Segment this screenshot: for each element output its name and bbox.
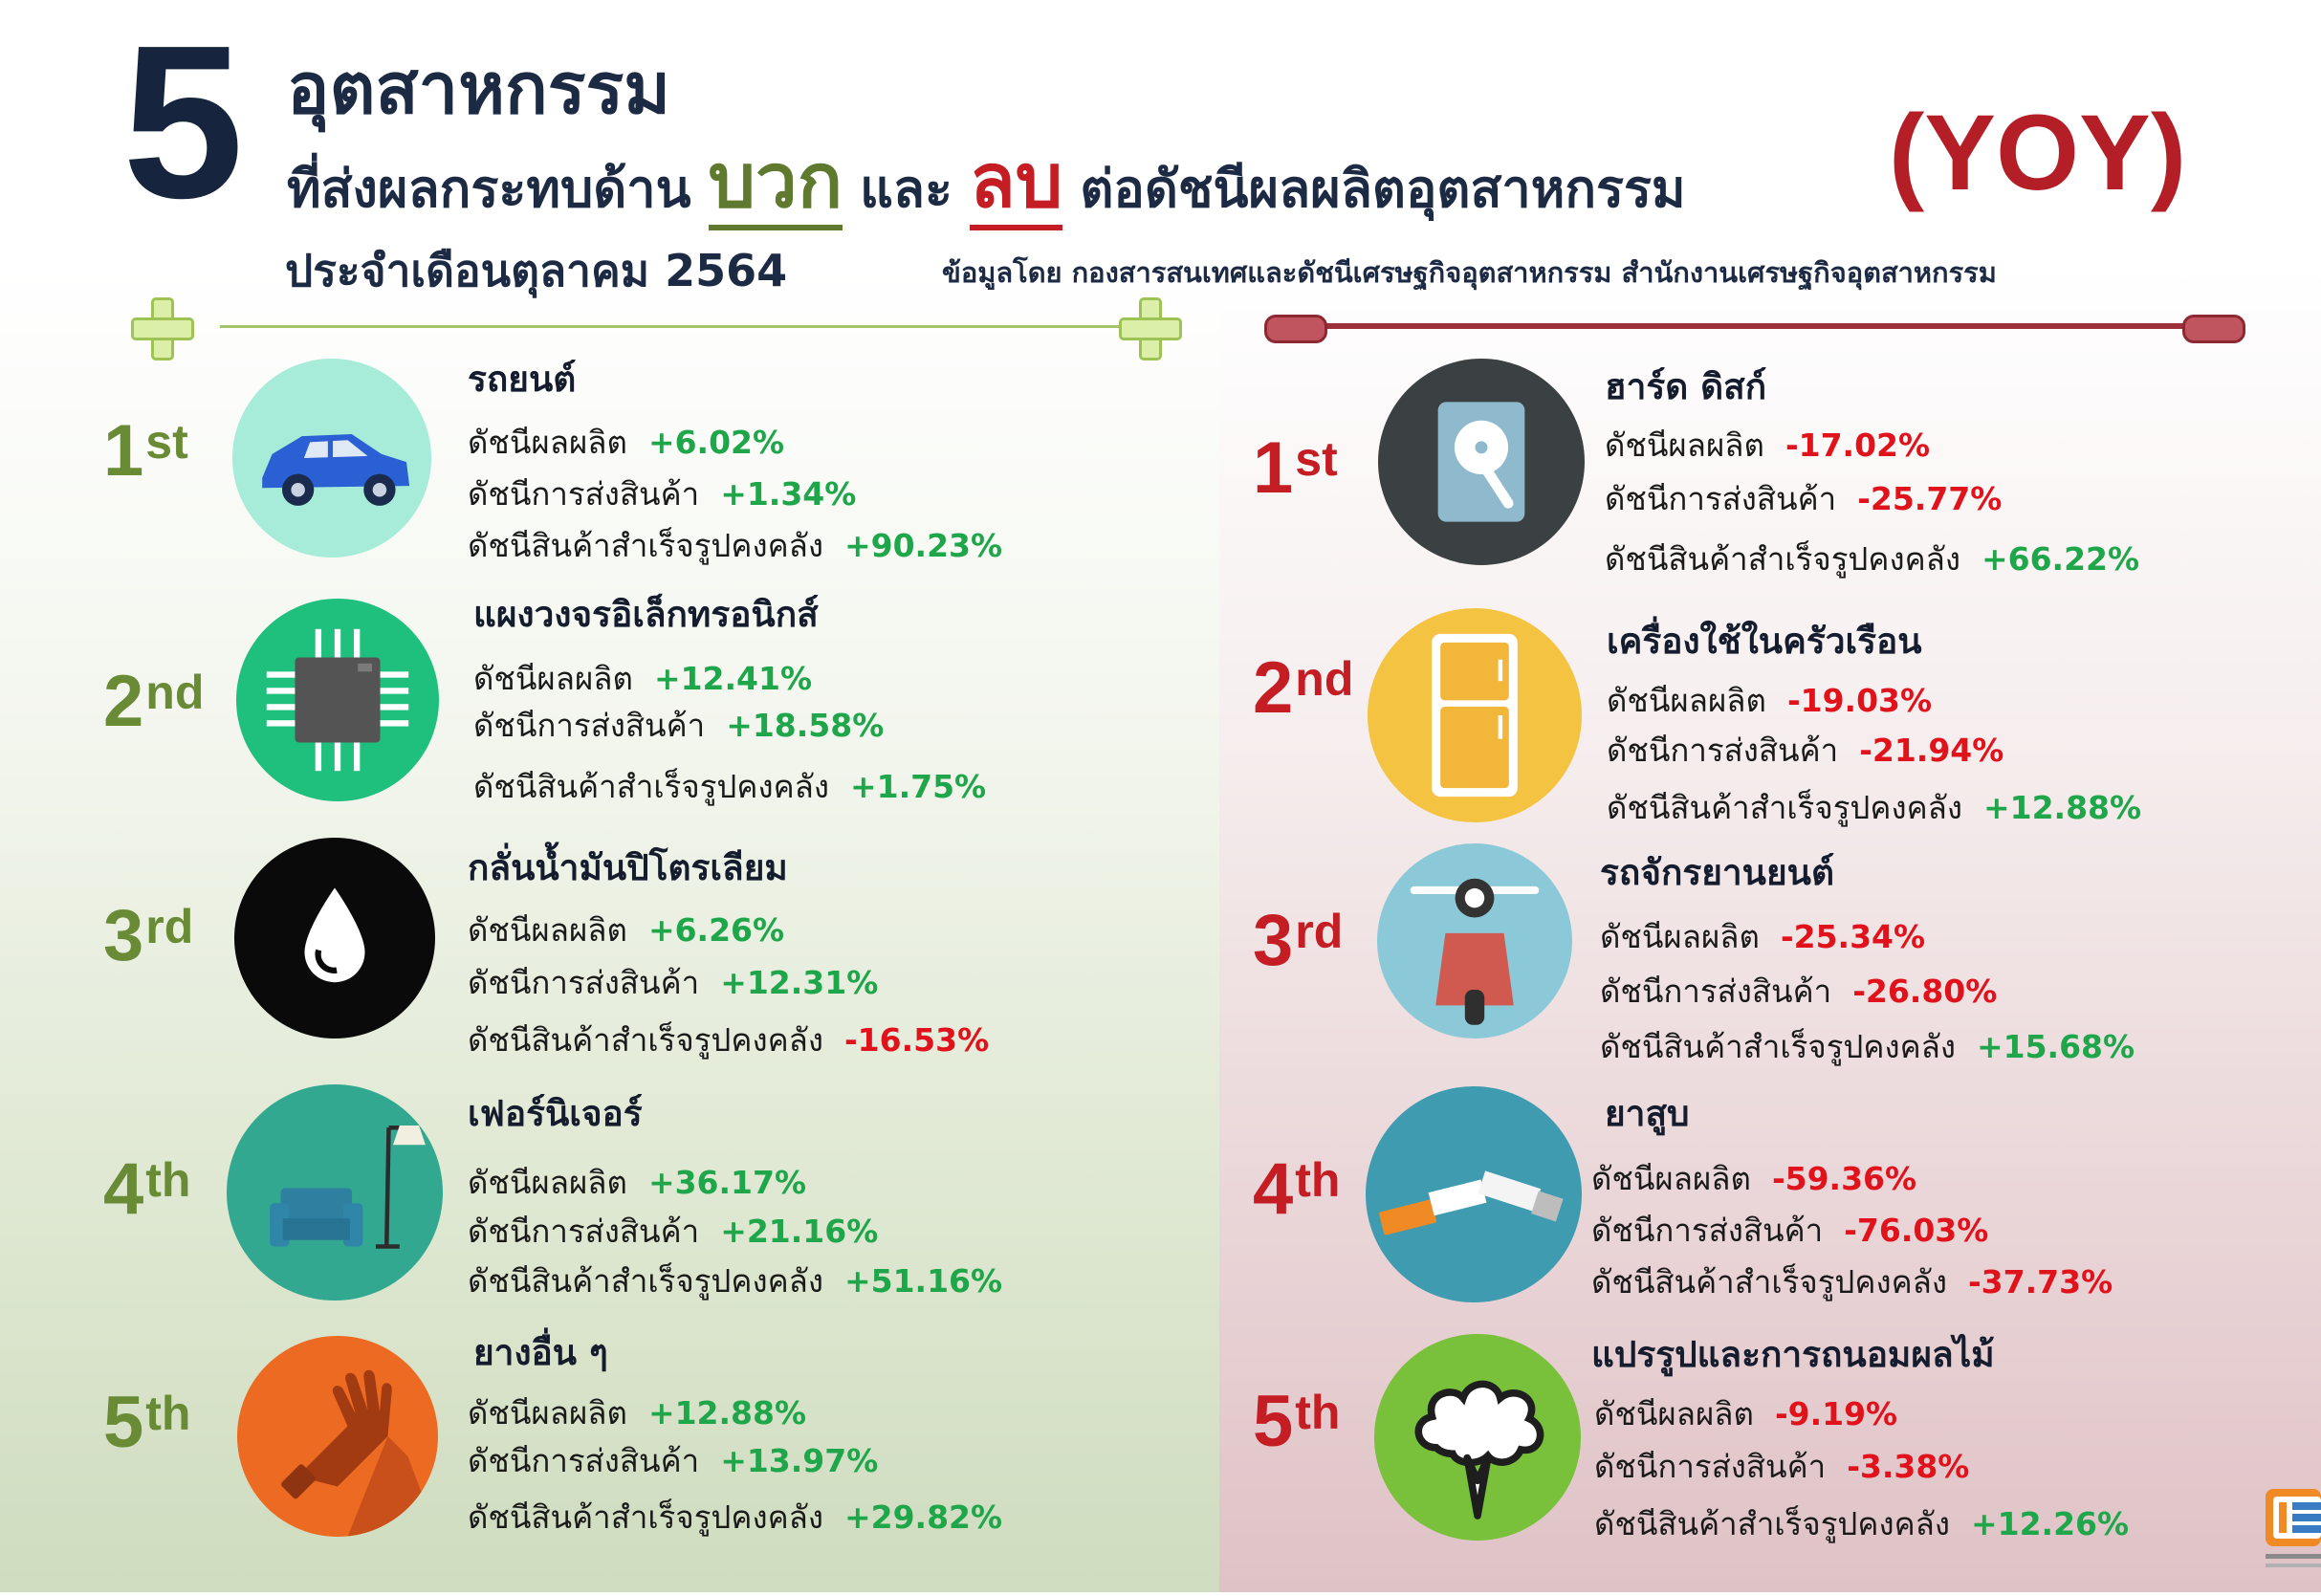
production-line: ดัชนีผลผลิต -25.34%	[1600, 918, 1926, 955]
title-line-2-pre: ที่ส่งผลกระทบด้าน	[287, 159, 691, 219]
hard-disk-icon	[1378, 359, 1585, 565]
industry-name: เครื่องใช้ในครัวเรือน	[1607, 621, 1922, 662]
rank-label: 3rd	[103, 895, 194, 976]
production-line: ดัชนีผลผลิต +6.26%	[468, 911, 785, 949]
rank-label: 2nd	[103, 661, 205, 742]
industry-name: ฮาร์ด ดิสก์	[1605, 366, 1767, 407]
inventory-line: ดัชนีสินค้าสำเร็จรูปคงคลัง +1.75%	[473, 768, 987, 805]
cigarette-icon	[1366, 1086, 1582, 1302]
car-icon	[232, 359, 431, 558]
industry-name: แปรรูปและการถนอมผลไม้	[1591, 1334, 1995, 1375]
plus-icon	[131, 297, 194, 361]
rank-label: 1st	[1253, 427, 1338, 509]
production-line: ดัชนีผลผลิต -9.19%	[1594, 1395, 1898, 1432]
tree-icon	[1374, 1334, 1581, 1541]
industry-name: แผงวงจรอิเล็กทรอนิกส์	[473, 594, 819, 635]
armchair-lamp-icon	[227, 1084, 443, 1301]
negative-divider	[1267, 323, 2238, 329]
title-line-2-post: ต่อดัชนีผลผลิตอุตสาหกรรม	[1080, 159, 1686, 219]
shipment-line: ดัชนีการส่งสินค้า +21.16%	[468, 1213, 879, 1250]
production-line: ดัชนีผลผลิต +36.17%	[468, 1164, 807, 1201]
shipment-line: ดัชนีการส่งสินค้า -26.80%	[1600, 973, 1998, 1010]
shipment-line: ดัชนีการส่งสินค้า +1.34%	[468, 475, 857, 513]
and-word: และ	[860, 159, 952, 219]
rank-label: 1st	[103, 410, 188, 492]
industry-name: ยางอื่น ๆ	[473, 1332, 608, 1373]
scooter-icon	[1377, 843, 1572, 1038]
big-number-five: 5	[122, 1, 244, 244]
inventory-line: ดัชนีสินค้าสำเร็จรูปคงคลัง -37.73%	[1591, 1263, 2113, 1301]
rank-label: 3rd	[1253, 900, 1344, 981]
production-line: ดัชนีผลผลิต -59.36%	[1591, 1160, 1917, 1197]
rank-label: 5th	[103, 1382, 191, 1463]
shipment-line: ดัชนีการส่งสินค้า -76.03%	[1591, 1212, 1989, 1249]
positive-divider	[220, 325, 1124, 328]
shipment-line: ดัชนีการส่งสินค้า -21.94%	[1607, 732, 2004, 769]
production-line: ดัชนีผลผลิต +12.41%	[473, 660, 813, 697]
industry-name: รถจักรยานยนต์	[1600, 852, 1834, 893]
title-line-1: อุตสาหกรรม	[287, 48, 671, 130]
shipment-line: ดัชนีการส่งสินค้า -25.77%	[1605, 480, 2003, 517]
positive-word: บวก	[708, 139, 843, 230]
source-note: ข้อมูลโดย กองสารสนเทศและดัชนีเศรษฐกิจอุต…	[942, 256, 1997, 289]
positive-panel-background	[0, 268, 1219, 1592]
production-line: ดัชนีผลผลิต -17.02%	[1605, 426, 1931, 464]
rank-label: 4th	[1253, 1148, 1341, 1230]
industry-name: รถยนต์	[468, 359, 577, 400]
rank-label: 5th	[1253, 1381, 1341, 1462]
chip-icon	[236, 599, 439, 801]
capsule-icon	[2182, 315, 2245, 343]
industry-name: เฟอร์นิเจอร์	[468, 1093, 643, 1134]
inventory-line: ดัชนีสินค้าสำเร็จรูปคงคลัง +66.22%	[1605, 540, 2140, 578]
capsule-icon	[1264, 315, 1327, 343]
shipment-line: ดัชนีการส่งสินค้า +18.58%	[473, 707, 885, 744]
rank-label: 2nd	[1253, 647, 1354, 729]
plus-icon	[1119, 297, 1182, 361]
refrigerator-icon	[1368, 608, 1582, 822]
oil-drop-icon	[234, 838, 435, 1038]
rank-label: 4th	[103, 1148, 191, 1230]
inventory-line: ดัชนีสินค้าสำเร็จรูปคงคลัง +90.23%	[468, 527, 1003, 564]
inventory-line: ดัชนีสินค้าสำเร็จรูปคงคลัง +12.26%	[1594, 1505, 2130, 1542]
shipment-line: ดัชนีการส่งสินค้า +12.31%	[468, 964, 879, 1001]
title-line-2: ที่ส่งผลกระทบด้าน บวก และ ลบ ต่อดัชนีผลผลิตอ…	[287, 134, 1686, 237]
inventory-line: ดัชนีสินค้าสำเร็จรูปคงคลัง +51.16%	[468, 1262, 1003, 1300]
shipment-line: ดัชนีการส่งสินค้า +13.97%	[468, 1442, 879, 1479]
inventory-line: ดัชนีสินค้าสำเร็จรูปคงคลัง +29.82%	[468, 1498, 1003, 1536]
inventory-line: ดัชนีสินค้าสำเร็จรูปคงคลัง +12.88%	[1607, 789, 2142, 826]
period-label: ประจำเดือนตุลาคม 2564	[285, 245, 788, 296]
production-line: ดัชนีผลผลิต -19.03%	[1607, 682, 1933, 719]
inventory-line: ดัชนีสินค้าสำเร็จรูปคงคลัง +15.68%	[1600, 1028, 2135, 1065]
oie-logo	[2262, 1487, 2321, 1592]
industry-name: กลั่นน้ำมันปิโตรเลียม	[468, 847, 788, 888]
shipment-line: ดัชนีการส่งสินค้า -3.38%	[1594, 1448, 1970, 1485]
inventory-line: ดัชนีสินค้าสำเร็จรูปคงคลัง -16.53%	[468, 1021, 990, 1059]
production-line: ดัชนีผลผลิต +12.88%	[468, 1394, 807, 1432]
industry-name: ยาสูบ	[1605, 1093, 1690, 1134]
yoy-label: (YOY)	[1889, 93, 2187, 212]
production-line: ดัชนีผลผลิต +6.02%	[468, 424, 785, 461]
rubber-glove-icon	[237, 1336, 438, 1537]
negative-word: ลบ	[970, 139, 1063, 230]
